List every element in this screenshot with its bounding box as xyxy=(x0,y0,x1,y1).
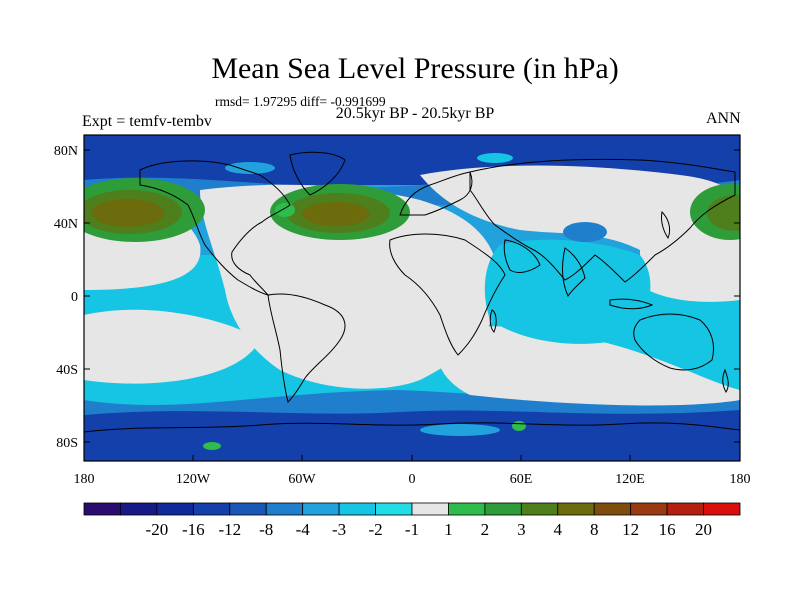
lon-label: 180 xyxy=(74,472,95,487)
lon-label: 120W xyxy=(176,472,211,487)
lat-label: 80N xyxy=(54,144,78,159)
colorbar-label: 16 xyxy=(659,520,676,539)
field-antarctic-green-2 xyxy=(512,421,526,431)
colorbar-label: -4 xyxy=(296,520,311,539)
colorbar-box xyxy=(375,502,413,516)
colorbar-box xyxy=(411,502,449,516)
colorbar-box xyxy=(156,502,194,516)
colorbar-box xyxy=(666,502,704,516)
colorbar-box xyxy=(557,502,595,516)
field-west-pacific-blue xyxy=(563,222,607,242)
lat-label: 0 xyxy=(71,290,78,305)
colorbar-box xyxy=(192,502,231,516)
coast-japan xyxy=(661,210,671,240)
colorbar-label: 8 xyxy=(590,520,599,539)
field-east-pacific-high-olive xyxy=(707,195,740,231)
field-neutral-west-pacific xyxy=(640,250,740,302)
colorbar-label: 3 xyxy=(517,520,526,539)
colorbar-label: 2 xyxy=(481,520,490,539)
lon-label: 120E xyxy=(615,472,645,487)
lat-label: 80S xyxy=(56,436,78,451)
colorbar-label: -8 xyxy=(259,520,273,539)
field-neutral-indian-south xyxy=(436,326,740,406)
map-subtitle: 20.5kyr BP - 20.5kyr BP xyxy=(335,105,495,122)
field-neutral-eurasia xyxy=(420,165,740,271)
colorbar-box xyxy=(448,502,486,516)
field-arctic-cyan-1 xyxy=(477,153,513,163)
coast-greenland xyxy=(289,151,346,196)
coast-antarctica xyxy=(84,422,740,433)
field-antarctic-cyan xyxy=(420,424,500,436)
colorbar-box xyxy=(338,502,376,516)
colorbar-box xyxy=(630,502,668,516)
colorbar-label: -3 xyxy=(332,520,346,539)
colorbar-box xyxy=(83,502,121,516)
lon-label: 60E xyxy=(510,472,533,487)
colorbar-box xyxy=(302,502,340,516)
colorbar-box xyxy=(265,502,304,516)
lon-ticks xyxy=(83,455,741,461)
colorbar-label: -16 xyxy=(182,520,205,539)
lon-tick-labels: 180 120W 60W 0 60E 120E 180 xyxy=(74,472,751,487)
colorbar-label: -20 xyxy=(146,520,169,539)
lon-label: 0 xyxy=(409,472,416,487)
field-neutral-americas-atlantic xyxy=(200,184,500,389)
colorbar-label: -1 xyxy=(405,520,419,539)
field-antarctic-dark xyxy=(84,410,740,461)
field-antarctic-green-1 xyxy=(203,442,221,450)
colorbar-label: -2 xyxy=(368,520,382,539)
colorbar-box xyxy=(120,502,158,516)
lat-tick-labels: 80N 40N 0 40S 80S xyxy=(54,144,78,451)
colorbar-label: 4 xyxy=(554,520,563,539)
coast-arabia xyxy=(503,239,541,273)
field-atlantic-high-brown xyxy=(302,202,370,226)
field-arctic-cyan-2 xyxy=(225,162,275,174)
lon-label: 180 xyxy=(730,472,751,487)
field-greenland-green xyxy=(275,203,295,217)
coast-africa xyxy=(389,233,506,356)
map-title: Mean Sea Level Pressure (in hPa) xyxy=(211,52,619,85)
colorbar-box xyxy=(593,502,632,516)
field-indian-cyan xyxy=(484,239,651,344)
colorbar-box xyxy=(520,502,559,516)
coast-north-america xyxy=(139,160,291,296)
coast-australia xyxy=(633,313,714,371)
pressure-field xyxy=(84,135,740,461)
colorbar-label: -12 xyxy=(218,520,241,539)
colorbar-label: 12 xyxy=(622,520,639,539)
colorbar-label: 1 xyxy=(444,520,453,539)
colorbar-box xyxy=(229,502,267,516)
coast-asia xyxy=(469,158,736,283)
colorbar-labels: -20 -16 -12 -8 -4 -3 -2 -1 1 2 3 4 8 12 16 20 xyxy=(146,520,713,539)
coast-indonesia xyxy=(609,298,654,310)
lon-label: 60W xyxy=(288,472,316,487)
coast-south-america xyxy=(267,293,346,403)
colorbar-label: 20 xyxy=(695,520,712,539)
colorbar xyxy=(83,502,741,516)
colorbar-box xyxy=(484,502,522,516)
coast-india xyxy=(561,247,586,298)
field-pacific-high-brown xyxy=(92,199,164,227)
coastlines xyxy=(84,151,740,433)
lat-label: 40N xyxy=(54,217,78,232)
lat-label: 40S xyxy=(56,363,78,378)
colorbar-box xyxy=(703,502,741,516)
lat-ticks xyxy=(84,149,740,443)
field-neutral-east-pacific xyxy=(84,309,260,384)
coast-madagascar xyxy=(489,309,497,333)
season-label: ANN xyxy=(706,110,741,127)
stats-text: rmsd= 1.97295 diff= -0.991699 xyxy=(215,94,386,109)
experiment-label: Expt = temfv-tembv xyxy=(82,113,212,130)
coast-new-zealand xyxy=(722,368,729,393)
